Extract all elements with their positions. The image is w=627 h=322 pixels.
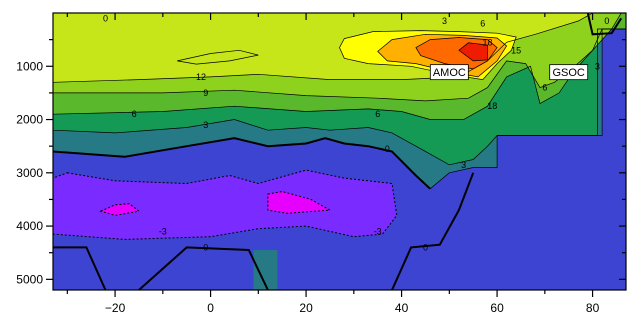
- contour-label-5: 15: [511, 45, 521, 55]
- fill-neg3-10: [53, 170, 397, 240]
- zero-contour-bottom-middle: [138, 246, 269, 290]
- y-tick-label-5000: 5000: [16, 272, 43, 286]
- contour-line-pos21-7: [415, 37, 498, 70]
- contour-fills: [53, 13, 626, 290]
- zero-contour-main: [53, 137, 431, 190]
- x-axis: −20 0 20 40 60 80: [66, 13, 600, 315]
- y-tick-label-2000: 2000: [16, 113, 43, 127]
- contour-label-6: 12: [196, 72, 206, 82]
- annotation-label-0: AMOC: [433, 67, 466, 79]
- zero-contour-bottom-left: [53, 246, 107, 290]
- contour-label-3: 0: [604, 16, 609, 26]
- contour-label-16: -3: [159, 226, 167, 236]
- contour-label-19: 0: [423, 242, 428, 252]
- contour-label-0: 0: [103, 13, 108, 23]
- contour-label-2: 6: [480, 19, 485, 29]
- contour-line-neg3-10: [53, 169, 398, 240]
- contour-label-15: 3: [461, 160, 466, 170]
- x-tick-label-0: 0: [207, 301, 214, 315]
- contour-label-4: 18: [483, 37, 493, 47]
- x-tick-label-40: 40: [395, 301, 409, 315]
- contour-label-7: 9: [203, 88, 208, 98]
- plot-frame: [52, 12, 627, 291]
- x-tick-label-20: 20: [299, 301, 313, 315]
- fill-pos12-9: [177, 50, 259, 65]
- contour-label-12: 3: [595, 61, 600, 71]
- x-tick-label-80: 80: [586, 301, 600, 315]
- contour-labels: 0 3 6 0 18 15 12 9 6 3 6 6 3 18 0 3 -3 -3 0 0: [103, 13, 609, 252]
- contour-line-pos6-2: [53, 13, 627, 120]
- x-tick-label-60: 60: [490, 301, 504, 315]
- fill-pos24-8: [458, 42, 488, 61]
- contour-label-17: -3: [374, 226, 382, 236]
- contour-label-10: 6: [375, 109, 380, 119]
- contour-label-8: 6: [132, 109, 137, 119]
- annotation-gsoc: GSOC: [549, 64, 589, 81]
- contour-line-pos18-6: [377, 33, 508, 78]
- y-tick-label-1000: 1000: [16, 59, 43, 73]
- fill-neg6-12: [267, 191, 330, 214]
- plot-area: 0 3 6 0 18 15 12 9 6 3 6 6 3 18 0 3 -3 -3 0 0: [53, 13, 627, 290]
- contour-line-pos24-8: [458, 42, 488, 62]
- annotations: AMOC GSOC: [429, 64, 589, 81]
- contour-line-pos9-3: [53, 13, 622, 102]
- y-tick-label-4000: 4000: [16, 219, 43, 233]
- zero-contour-bottom-right: [391, 172, 475, 290]
- x-tick-label--20: −20: [105, 301, 126, 315]
- fill-neg6-11: [100, 203, 139, 216]
- contour-label-9: 3: [203, 120, 208, 130]
- contour-line-pos12-9: [177, 49, 259, 65]
- zero-contour-top-right: [586, 13, 623, 36]
- annotation-label-1: GSOC: [552, 67, 584, 79]
- contour-line-neg6-12: [267, 190, 332, 214]
- contour-label-18: 0: [203, 242, 208, 252]
- contour-line-pos15-5: [339, 30, 517, 80]
- contour-line-pos3-1: [53, 13, 627, 166]
- contour-line-neg6-11: [99, 203, 141, 216]
- annotation-box-0: [429, 64, 469, 81]
- fill-bottom-teal: [253, 250, 278, 290]
- contour-label-1: 3: [442, 16, 447, 26]
- contour-label-13: 18: [487, 101, 497, 111]
- contour-label-14: 0: [385, 144, 390, 154]
- y-tick-label-3000: 3000: [16, 166, 43, 180]
- contour-lines: [53, 13, 627, 290]
- annotation-amoc: AMOC: [429, 64, 469, 81]
- contour-label-11: 6: [542, 83, 547, 93]
- annotation-box-1: [549, 64, 589, 81]
